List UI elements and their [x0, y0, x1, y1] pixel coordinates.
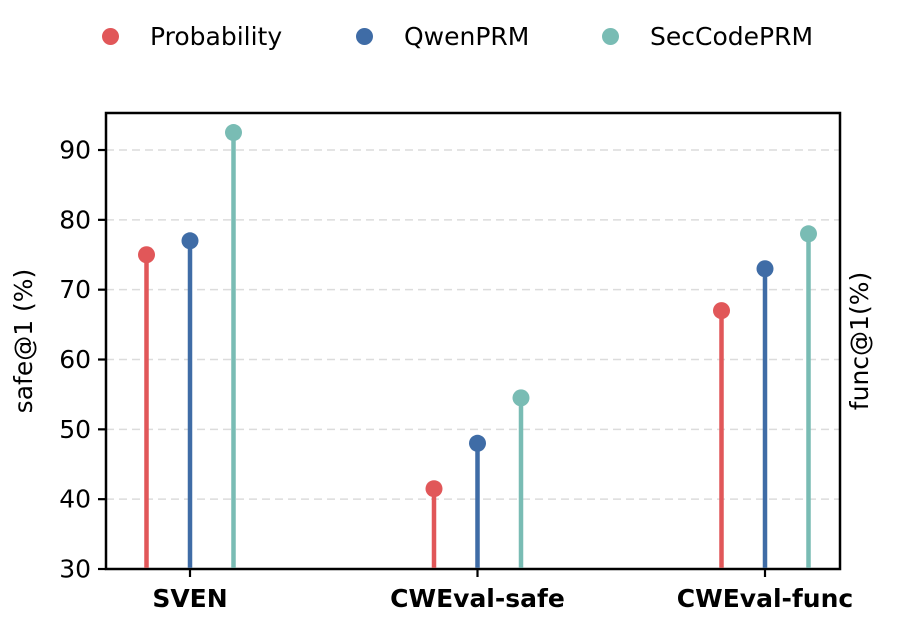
legend-item-qwenprm: QwenPRM [356, 21, 529, 51]
data-point [713, 302, 730, 320]
legend-item-seccodeprm: SecCodePRM [602, 21, 813, 51]
legend-marker-qwenprm-icon [356, 27, 373, 45]
data-point [138, 246, 155, 264]
x-tick-label: SVEN [152, 584, 227, 613]
y-axis-label-left: safe@1 (%) [9, 269, 38, 414]
x-tick-label: CWEval-func [677, 584, 853, 613]
y-tick-label: 90 [59, 136, 91, 165]
data-point [181, 232, 199, 250]
data-point [225, 124, 242, 142]
y-tick-label: 60 [59, 345, 91, 374]
legend-label-seccodeprm: SecCodePRM [650, 21, 814, 51]
plot-frame [104, 111, 842, 571]
y-tick-label: 70 [59, 275, 91, 304]
data-point [756, 260, 774, 278]
legend-marker-seccodeprm-icon [602, 27, 619, 45]
legend-marker-probability-icon [102, 27, 119, 45]
y-tick-label: 30 [59, 555, 91, 584]
legend-label-qwenprm: QwenPRM [404, 21, 530, 51]
legend: Probability QwenPRM SecCodePRM [0, 0, 900, 62]
legend-label-probability: Probability [150, 21, 283, 51]
data-point [512, 389, 530, 407]
x-tick-label: CWEval-safe [390, 584, 565, 613]
y-tick-label: 40 [59, 485, 91, 514]
y-tick-label: 80 [59, 205, 91, 234]
legend-item-probability: Probability [102, 21, 282, 51]
data-point [800, 225, 817, 243]
data-point [425, 480, 443, 498]
y-tick-label: 50 [59, 415, 91, 444]
data-point [469, 434, 486, 452]
y-axis-label-right: func@1(%) [845, 272, 874, 410]
